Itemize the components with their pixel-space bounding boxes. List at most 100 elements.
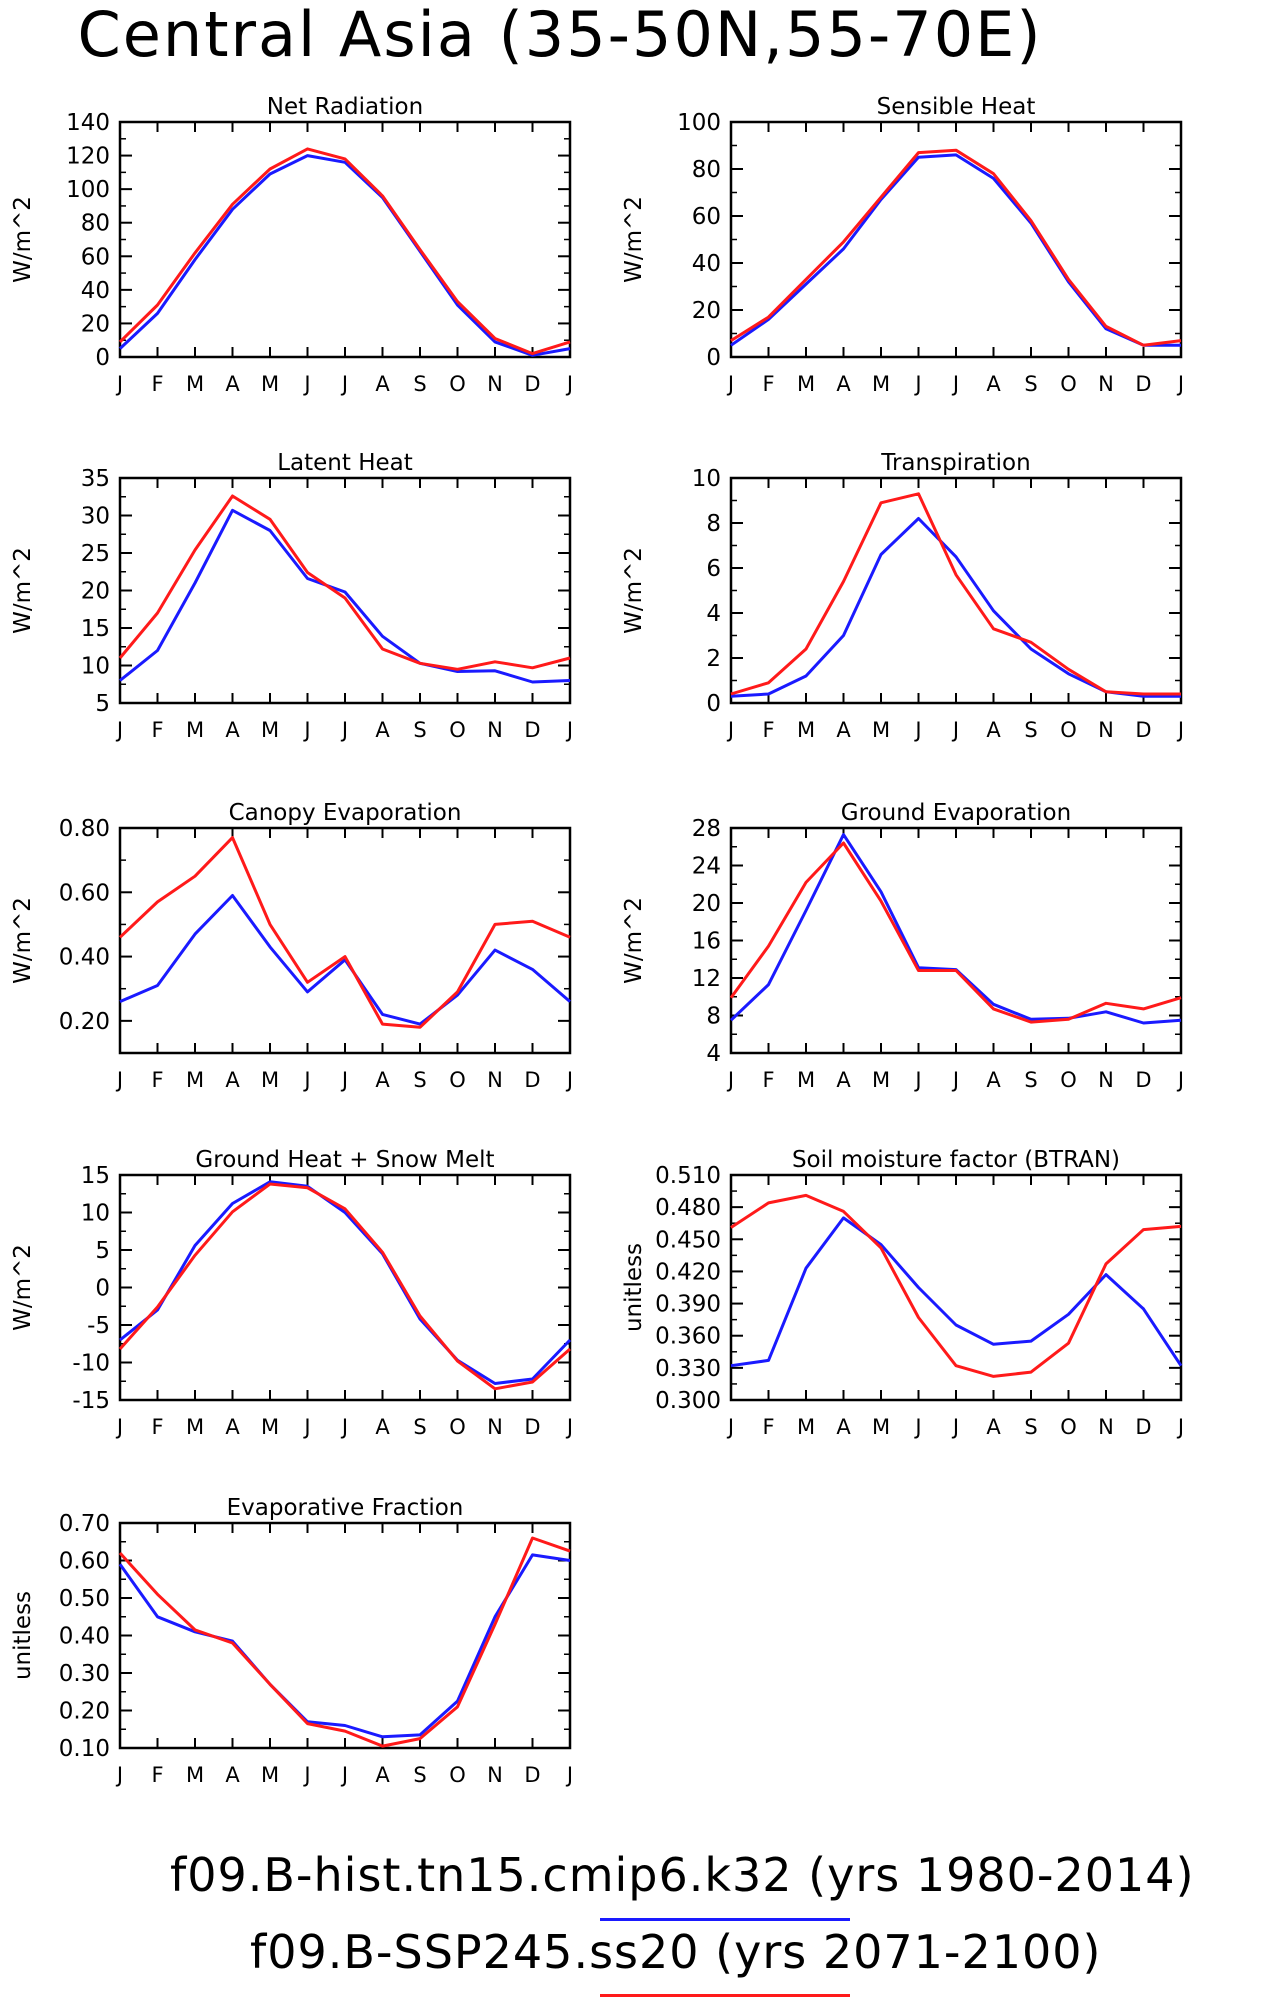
y-tick-label: 30 [81, 504, 110, 530]
series-line-hist [730, 517, 1181, 698]
y-tick-label: 10 [81, 1201, 110, 1227]
y-tick-label: 60 [81, 244, 110, 270]
x-tick-label: M [186, 1415, 204, 1439]
x-tick-label: J [565, 1415, 573, 1439]
x-tick-label: M [797, 372, 815, 396]
x-tick-label: O [1060, 372, 1077, 396]
x-tick-label: F [151, 1763, 163, 1787]
y-tick-label: 28 [692, 816, 721, 842]
x-tick-label: J [913, 1068, 921, 1092]
y-tick-label: 0.300 [655, 1388, 721, 1414]
plot-frame [118, 826, 572, 1055]
y-tick-label: 0.50 [59, 1586, 110, 1612]
x-tick-label: O [449, 1415, 466, 1439]
y-tick-label: -5 [87, 1313, 110, 1339]
y-tick-label: 0.420 [655, 1259, 721, 1285]
x-tick-label: A [375, 1068, 390, 1092]
x-tick-label: N [487, 1068, 503, 1092]
panel-title: Evaporative Fraction [227, 1495, 464, 1521]
plot-frame [729, 476, 1183, 705]
x-tick-label: M [797, 1068, 815, 1092]
plot-frame [729, 120, 1183, 359]
y-axis-label: W/m^2 [621, 547, 647, 634]
x-tick-label: N [1098, 372, 1114, 396]
x-tick-label: S [1024, 1068, 1037, 1092]
x-tick-label: A [836, 718, 851, 742]
y-tick-label: 0 [706, 345, 721, 371]
y-tick-label: 120 [66, 144, 110, 170]
x-tick-label: A [836, 372, 851, 396]
y-tick-label: 0.60 [59, 880, 110, 906]
x-tick-label: O [1060, 1068, 1077, 1092]
x-tick-label: A [836, 1415, 851, 1439]
series-line-ssp245 [118, 836, 571, 1029]
series-line-ssp245 [729, 841, 1182, 1024]
x-tick-label: A [375, 372, 390, 396]
x-tick-label: J [951, 718, 959, 742]
x-tick-label: A [225, 1763, 240, 1787]
x-tick-label: D [1135, 372, 1151, 396]
y-tick-label: 0.510 [655, 1163, 721, 1189]
x-tick-label: A [375, 1415, 390, 1439]
x-tick-label: M [186, 1763, 204, 1787]
x-tick-label: J [951, 1415, 959, 1439]
x-tick-label: D [524, 718, 540, 742]
x-tick-label: D [1135, 1068, 1151, 1092]
x-tick-label: J [340, 372, 348, 396]
series-line-hist [119, 894, 571, 1026]
y-tick-label: 4 [706, 601, 721, 627]
y-tick-label: 0.30 [59, 1661, 110, 1687]
y-tick-label: 0.10 [59, 1736, 110, 1762]
x-tick-label: J [913, 1415, 921, 1439]
x-tick-label: D [524, 372, 540, 396]
x-tick-label: M [872, 372, 890, 396]
plot-frame [118, 120, 572, 359]
x-tick-label: O [449, 372, 466, 396]
y-tick-label: 0 [706, 691, 721, 717]
x-tick-label: M [186, 718, 204, 742]
x-tick-label: S [413, 1763, 426, 1787]
x-tick-label: J [340, 1763, 348, 1787]
x-tick-label: N [1098, 718, 1114, 742]
x-tick-label: F [762, 1415, 774, 1439]
x-tick-label: M [261, 718, 279, 742]
x-tick-label: J [302, 1415, 310, 1439]
y-tick-label: 8 [706, 511, 721, 537]
x-tick-label: J [913, 372, 921, 396]
series-line-ssp245 [118, 147, 571, 356]
y-tick-label: 60 [692, 204, 721, 230]
x-tick-label: M [872, 1415, 890, 1439]
x-tick-label: O [449, 1068, 466, 1092]
chart-panel-9: J F M A M J J A S O N D J0.100.200.300.400.500.600.7… [10, 1495, 573, 1787]
x-tick-label: M [797, 718, 815, 742]
y-tick-label: 0.80 [59, 816, 110, 842]
x-tick-label: F [762, 372, 774, 396]
y-tick-label: 0.390 [655, 1292, 721, 1318]
y-tick-label: 0.480 [655, 1195, 721, 1221]
x-tick-label: J [565, 718, 573, 742]
series-line-hist [118, 1553, 571, 1739]
x-tick-label: M [186, 1068, 204, 1092]
y-tick-label: 0.20 [59, 1699, 110, 1725]
series-line-hist [119, 1180, 572, 1385]
series-line-hist [730, 153, 1181, 347]
panel-title: Latent Heat [277, 450, 413, 476]
x-tick-label: M [261, 372, 279, 396]
x-tick-label: J [1176, 1415, 1184, 1439]
panel-title: Ground Heat + Snow Melt [195, 1147, 494, 1173]
y-tick-label: 20 [81, 579, 110, 605]
x-tick-label: J [726, 1415, 734, 1439]
series-line-hist [119, 508, 571, 684]
x-tick-label: S [413, 372, 426, 396]
x-tick-label: J [565, 372, 573, 396]
x-tick-label: J [115, 718, 123, 742]
y-tick-label: 15 [81, 616, 110, 642]
y-tick-label: 5 [95, 691, 110, 717]
x-tick-label: N [1098, 1415, 1114, 1439]
page-title: Central Asia (35-50N,55-70E) [77, 0, 1043, 71]
x-tick-label: A [986, 718, 1001, 742]
y-axis-label: W/m^2 [10, 196, 36, 283]
